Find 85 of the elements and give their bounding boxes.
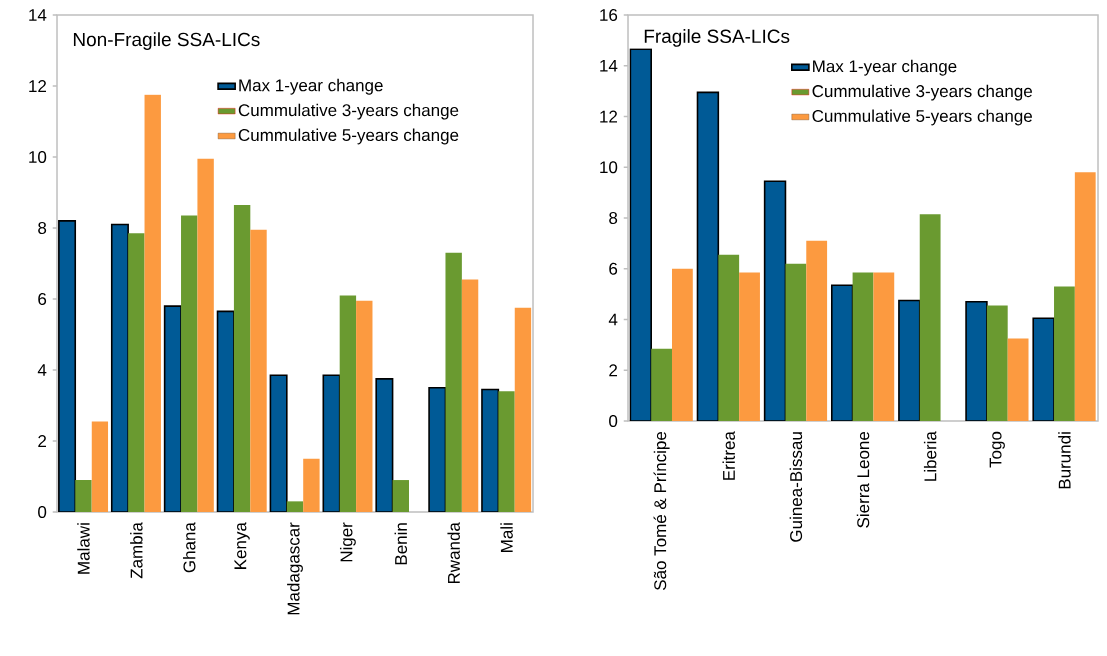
y-tick-label: 12: [29, 80, 47, 92]
bar: [269, 374, 288, 512]
bar: [986, 305, 1008, 421]
x-tick-label: Ghana: [182, 522, 196, 573]
y-tick-label: 10: [29, 150, 47, 164]
bar: [671, 268, 693, 421]
bar: [965, 300, 988, 421]
x-tick-label: Eritrea: [722, 431, 735, 480]
legend-label: Max 1-year change: [813, 59, 957, 76]
x-tick-label: Niger: [339, 522, 356, 562]
bar: [375, 378, 394, 512]
x-tick-label: Malawi: [77, 523, 90, 574]
x-tick-label: Madagascar: [287, 522, 303, 615]
legend-label: Max 1-year change: [239, 78, 383, 95]
bar: [322, 374, 341, 512]
bar: [339, 295, 357, 512]
y-tick-label: 14: [29, 9, 47, 21]
x-tick-label: Togo: [989, 431, 1005, 468]
bar: [852, 272, 874, 421]
x-tick-label: Sierra Leone: [856, 431, 870, 528]
bar: [181, 215, 198, 512]
y-tick-label: 4: [608, 313, 618, 326]
bar: [629, 48, 652, 421]
bar: [233, 204, 251, 512]
bar: [1074, 172, 1096, 421]
bar: [919, 214, 941, 421]
bar: [785, 263, 807, 421]
bar: [514, 307, 532, 512]
bar: [1054, 286, 1075, 421]
x-tick-label: Burundi: [1058, 432, 1071, 489]
legend-label: Cummulative 3-years change: [812, 84, 1032, 101]
bar: [718, 254, 740, 421]
bar: [392, 480, 409, 512]
bar: [498, 391, 515, 512]
x-tick-label: Kenya: [234, 522, 250, 569]
bar: [250, 229, 267, 512]
x-tick-label: Zambia: [130, 522, 143, 579]
y-tick-label: 6: [609, 262, 618, 275]
y-tick-label: 14: [600, 59, 618, 72]
legend-label: Cummulative 3-years change: [238, 103, 459, 120]
bar: [1032, 317, 1055, 421]
y-tick-label: 16: [600, 8, 618, 22]
bar: [163, 305, 182, 512]
bar: [428, 386, 447, 512]
bar: [197, 158, 214, 512]
y-tick-label: 10: [600, 161, 618, 174]
bar: [144, 94, 161, 512]
y-tick-label: 8: [609, 211, 618, 225]
bar: [873, 272, 895, 421]
bar: [216, 310, 235, 512]
y-tick-label: 8: [38, 221, 47, 235]
y-tick-label: 4: [37, 364, 47, 376]
bar: [461, 279, 479, 512]
y-tick-label: 12: [600, 110, 618, 123]
bar: [445, 252, 462, 512]
y-tick-label: 0: [609, 414, 618, 428]
legend-label: Cummulative 5-years change: [812, 109, 1032, 126]
text: Non-Fragile SSA-LICs: [73, 32, 260, 50]
bar: [830, 284, 854, 421]
x-tick-label: São Tomé & Príncipe: [653, 431, 670, 591]
y-tick-label: 6: [38, 292, 47, 306]
legend-label: Cummulative 5-years change: [238, 128, 459, 145]
bar: [806, 240, 828, 421]
bar: [303, 458, 320, 512]
x-tick-label: Rwanda: [447, 522, 460, 584]
bar: [651, 348, 672, 421]
y-tick-label: 2: [609, 364, 618, 377]
bar: [128, 233, 145, 512]
text: Fragile SSA-LICs: [644, 29, 790, 47]
bar: [763, 180, 787, 421]
bar: [481, 388, 500, 512]
bar: [356, 300, 373, 512]
x-tick-label: Liberia: [923, 431, 937, 481]
y-tick-label: 0: [38, 505, 47, 519]
x-tick-label: Guinea-Bissau: [789, 432, 803, 542]
y-tick-label: 2: [38, 435, 47, 447]
x-tick-label: Mali: [500, 523, 513, 552]
bar: [898, 299, 921, 421]
x-tick-label: Benin: [394, 523, 408, 565]
bar: [75, 480, 92, 512]
bar: [739, 272, 760, 421]
bar: [696, 91, 720, 421]
bar: [286, 501, 304, 512]
bar: [1007, 338, 1029, 421]
bar: [91, 421, 109, 512]
